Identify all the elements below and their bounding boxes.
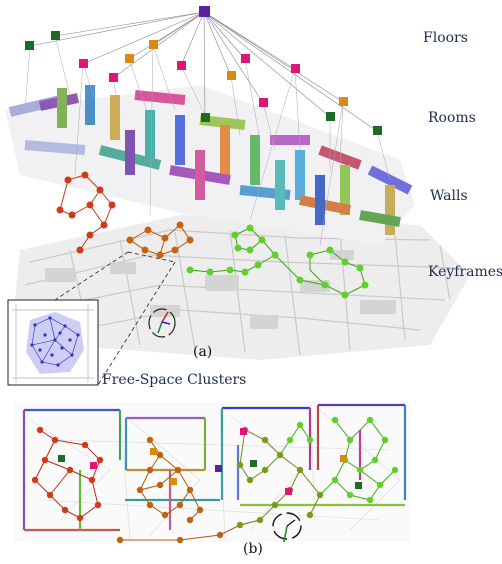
- keyframes-point-cloud: [15, 215, 470, 360]
- wall-graph-green: [186, 224, 369, 299]
- robot-marker: [148, 308, 176, 338]
- floors-label: Floors: [423, 30, 468, 46]
- panel-b-label: (b): [243, 541, 263, 557]
- walls-label: Walls: [430, 188, 468, 204]
- free-space-inset: [7, 299, 99, 386]
- panel-a-label: (a): [193, 344, 213, 360]
- room-nodes: [25, 31, 382, 135]
- topdown-room-nodes: [58, 428, 362, 495]
- panel-b: [14, 402, 410, 544]
- floor-node: [199, 6, 210, 17]
- wall-graph-orange: [126, 221, 194, 259]
- walls-point-cloud: [5, 85, 415, 245]
- room-wall-edges: [24, 35, 391, 246]
- rooms-label: Rooms: [428, 110, 476, 126]
- free-space-clusters-label: Free-Space Clusters: [102, 372, 247, 388]
- topdown-robot-marker: [272, 512, 302, 543]
- inset-zoom-lines: [54, 251, 176, 386]
- floor-room-edges: [29, 11, 378, 132]
- wall-graph-red: [56, 171, 116, 254]
- panel-a: [5, 6, 470, 386]
- topdown-graph-green: [279, 416, 399, 504]
- keyframes-label: Keyframes: [428, 264, 502, 280]
- topdown-graph-red: [31, 426, 104, 522]
